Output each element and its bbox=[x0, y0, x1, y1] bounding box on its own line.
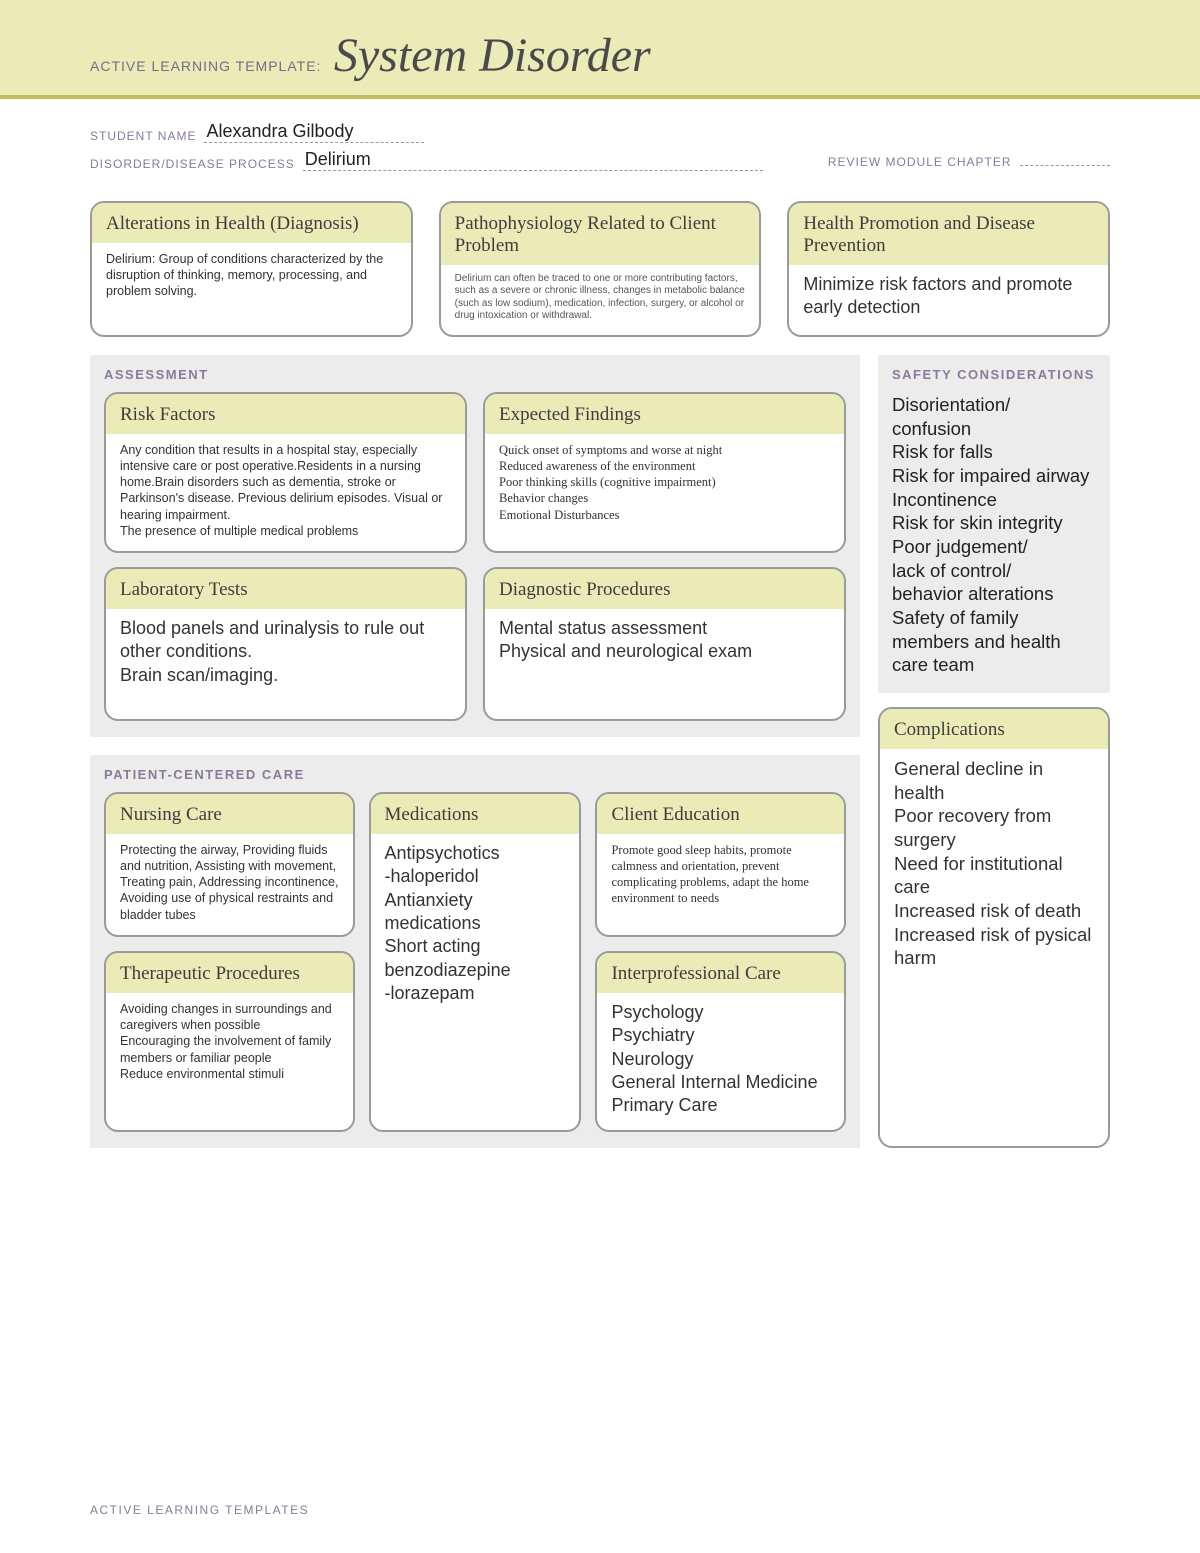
card-meds-title: Medications bbox=[371, 794, 580, 834]
card-patho-title: Pathophysiology Related to Client Proble… bbox=[441, 203, 760, 265]
card-edu-body: Promote good sleep habits, promote calmn… bbox=[597, 834, 844, 919]
header-title: System Disorder bbox=[334, 28, 651, 83]
section-pcc: PATIENT-CENTERED CARE Nursing Care Prote… bbox=[90, 755, 860, 1148]
card-meds: Medications Antipsychotics -haloperidol … bbox=[369, 792, 582, 1132]
safety-title: SAFETY CONSIDERATIONS bbox=[892, 367, 1096, 383]
meta-block: STUDENT NAME Alexandra Gilbody DISORDER/… bbox=[0, 99, 1200, 187]
student-name-value: Alexandra Gilbody bbox=[204, 121, 424, 143]
main-right: SAFETY CONSIDERATIONS Disorientation/ co… bbox=[878, 355, 1110, 1148]
card-findings: Expected Findings Quick onset of symptom… bbox=[483, 392, 846, 553]
card-meds-body: Antipsychotics -haloperidol Antianxiety … bbox=[371, 834, 580, 1018]
card-patho: Pathophysiology Related to Client Proble… bbox=[439, 201, 762, 337]
chapter-blank bbox=[1020, 152, 1110, 166]
main-grid: ASSESSMENT Risk Factors Any condition th… bbox=[90, 355, 1110, 1148]
card-edu-title: Client Education bbox=[597, 794, 844, 834]
card-labs-title: Laboratory Tests bbox=[106, 569, 465, 609]
card-risk: Risk Factors Any condition that results … bbox=[104, 392, 467, 553]
side-safety: SAFETY CONSIDERATIONS Disorientation/ co… bbox=[878, 355, 1110, 693]
card-complications-body: General decline in health Poor recovery … bbox=[880, 749, 1108, 1049]
card-edu: Client Education Promote good sleep habi… bbox=[595, 792, 846, 937]
card-inter-title: Interprofessional Care bbox=[597, 953, 844, 993]
card-ther-title: Therapeutic Procedures bbox=[106, 953, 353, 993]
card-diag-title: Diagnostic Procedures bbox=[485, 569, 844, 609]
card-patho-body: Delirium can often be traced to one or m… bbox=[441, 265, 760, 335]
card-risk-body: Any condition that results in a hospital… bbox=[106, 434, 465, 552]
meta-row-disorder: DISORDER/DISEASE PROCESS Delirium REVIEW… bbox=[90, 149, 1110, 171]
disorder-value: Delirium bbox=[303, 149, 763, 171]
card-ther: Therapeutic Procedures Avoiding changes … bbox=[104, 951, 355, 1132]
card-complications-title: Complications bbox=[880, 709, 1108, 749]
card-alterations-title: Alterations in Health (Diagnosis) bbox=[92, 203, 411, 243]
header-band: ACTIVE LEARNING TEMPLATE: System Disorde… bbox=[0, 0, 1200, 99]
card-labs-body: Blood panels and urinalysis to rule out … bbox=[106, 609, 465, 719]
card-findings-title: Expected Findings bbox=[485, 394, 844, 434]
header-kicker: ACTIVE LEARNING TEMPLATE: bbox=[90, 58, 321, 74]
card-inter-body: Psychology Psychiatry Neurology General … bbox=[597, 993, 844, 1130]
card-promo: Health Promotion and Disease Prevention … bbox=[787, 201, 1110, 337]
assessment-title: ASSESSMENT bbox=[104, 367, 846, 382]
card-diag: Diagnostic Procedures Mental status asse… bbox=[483, 567, 846, 721]
content: Alterations in Health (Diagnosis) Deliri… bbox=[0, 187, 1200, 1178]
card-nursing: Nursing Care Protecting the airway, Prov… bbox=[104, 792, 355, 937]
card-inter: Interprofessional Care Psychology Psychi… bbox=[595, 951, 846, 1132]
meta-row-student: STUDENT NAME Alexandra Gilbody bbox=[90, 121, 1110, 143]
chapter-label: REVIEW MODULE CHAPTER bbox=[828, 155, 1012, 169]
card-alterations-body: Delirium: Group of conditions characteri… bbox=[92, 243, 411, 312]
student-name-label: STUDENT NAME bbox=[90, 129, 196, 143]
card-risk-title: Risk Factors bbox=[106, 394, 465, 434]
footer-label: ACTIVE LEARNING TEMPLATES bbox=[90, 1503, 309, 1517]
card-nursing-title: Nursing Care bbox=[106, 794, 353, 834]
card-promo-title: Health Promotion and Disease Prevention bbox=[789, 203, 1108, 265]
card-ther-body: Avoiding changes in surroundings and car… bbox=[106, 993, 353, 1094]
card-complications: Complications General decline in health … bbox=[878, 707, 1110, 1148]
pcc-title: PATIENT-CENTERED CARE bbox=[104, 767, 846, 782]
card-diag-body: Mental status assessment Physical and ne… bbox=[485, 609, 844, 719]
card-findings-body: Quick onset of symptoms and worse at nig… bbox=[485, 434, 844, 535]
top-row: Alterations in Health (Diagnosis) Deliri… bbox=[90, 201, 1110, 337]
page: ACTIVE LEARNING TEMPLATE: System Disorde… bbox=[0, 0, 1200, 1553]
card-alterations: Alterations in Health (Diagnosis) Deliri… bbox=[90, 201, 413, 337]
card-promo-body: Minimize risk factors and promote early … bbox=[789, 265, 1108, 332]
card-labs: Laboratory Tests Blood panels and urinal… bbox=[104, 567, 467, 721]
disorder-label: DISORDER/DISEASE PROCESS bbox=[90, 157, 295, 171]
section-assessment: ASSESSMENT Risk Factors Any condition th… bbox=[90, 355, 860, 737]
chapter-group: REVIEW MODULE CHAPTER bbox=[828, 152, 1110, 171]
safety-body: Disorientation/ confusion Risk for falls… bbox=[892, 393, 1096, 677]
main-left: ASSESSMENT Risk Factors Any condition th… bbox=[90, 355, 860, 1148]
card-nursing-body: Protecting the airway, Providing fluids … bbox=[106, 834, 353, 935]
